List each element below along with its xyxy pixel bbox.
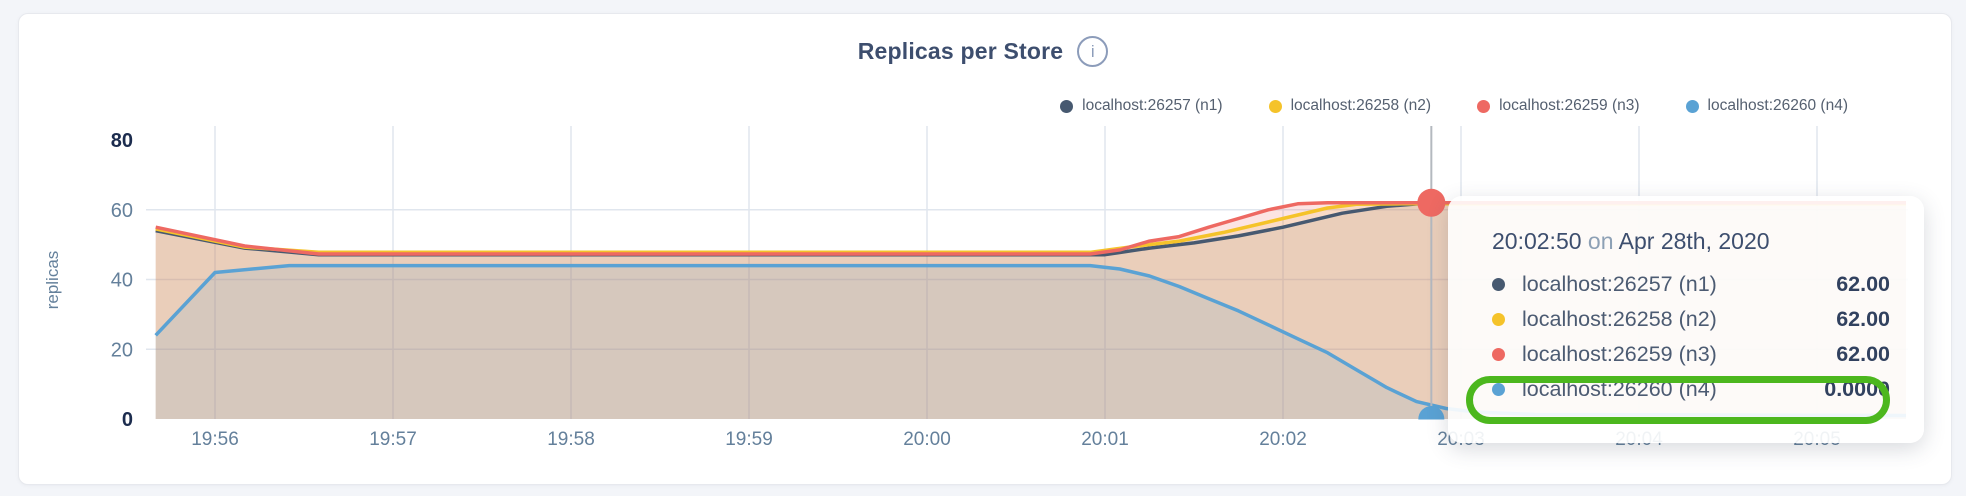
tooltip-row-1: localhost:26257 (n1) 62.00 (1492, 267, 1890, 302)
hover-marker-n4 (1418, 406, 1445, 420)
line-n4 (154, 263, 1907, 418)
svg-text:19:56: 19:56 (191, 429, 239, 450)
legend-dot-n2 (1268, 99, 1282, 113)
legend-dot-n3 (1477, 99, 1491, 113)
chart-legend: localhost:26257 (n1) localhost:26258 (n2)… (1060, 97, 1848, 115)
legend-dot-n1 (1060, 99, 1074, 113)
area-fill-n4 (155, 265, 1907, 419)
tooltip-header: 20:02:50 on Apr 28th, 2020 (1492, 228, 1890, 255)
tooltip-row-dot (1492, 278, 1505, 291)
chart-title: Replicas per Store (857, 38, 1064, 64)
tooltip-row-label: localhost:26257 (n1) (1522, 272, 1717, 296)
legend-label-n3: localhost:26259 (n3) (1499, 97, 1640, 114)
tooltip-row-value: 62.00 (1836, 307, 1890, 331)
tooltip-row-value: 62.00 (1836, 272, 1890, 296)
svg-text:19:57: 19:57 (369, 429, 417, 450)
tooltip-row-2: localhost:26258 (n2) 62.00 (1492, 302, 1890, 337)
tooltip-time: 20:02:50 (1492, 228, 1582, 254)
svg-text:40: 40 (111, 270, 133, 292)
tooltip-row-value: 62.00 (1836, 342, 1890, 366)
hover-marker-n3 (1417, 188, 1446, 217)
series-lines (154, 201, 1907, 418)
svg-text:20:00: 20:00 (903, 429, 951, 450)
info-icon[interactable]: i (1077, 36, 1109, 67)
svg-text:60: 60 (111, 200, 133, 222)
tooltip-row-dot (1492, 383, 1505, 396)
legend-dot-n4 (1685, 99, 1699, 113)
line-n3 (155, 201, 1906, 256)
hover-markers (1417, 188, 1446, 420)
tooltip-row-dot (1492, 348, 1505, 361)
legend-label-n1: localhost:26257 (n1) (1082, 97, 1223, 114)
svg-text:20:02: 20:02 (1259, 429, 1307, 450)
legend-label-n4: localhost:26260 (n4) (1707, 97, 1848, 114)
svg-text:0: 0 (122, 409, 133, 431)
y-axis-title: replicas (43, 251, 62, 310)
legend-item-n2: localhost:26258 (n2) (1268, 97, 1432, 115)
svg-text:20:01: 20:01 (1081, 429, 1129, 450)
tooltip-on-text: on (1587, 228, 1614, 254)
svg-text:80: 80 (111, 130, 133, 152)
tooltip-row-label: localhost:26260 (n4) (1522, 377, 1717, 401)
tooltip-row-dot (1492, 313, 1505, 326)
svg-text:19:59: 19:59 (725, 429, 773, 450)
legend-item-n1: localhost:26257 (n1) (1060, 97, 1223, 115)
tooltip-row-label: localhost:26258 (n2) (1522, 307, 1717, 331)
tooltip-row-4: localhost:26260 (n4) 0.0000 (1492, 372, 1890, 407)
svg-text:19:58: 19:58 (547, 429, 595, 450)
chart-header: Replicas per Store i (0, 36, 1966, 67)
y-axis-labels: 0 20 40 60 80 (111, 130, 133, 431)
tooltip-row-3: localhost:26259 (n3) 62.00 (1492, 337, 1890, 372)
legend-item-n3: localhost:26259 (n3) (1477, 97, 1640, 115)
tooltip-rows: localhost:26257 (n1) 62.00 localhost:26258… (1492, 267, 1890, 407)
tooltip-row-value: 0.0000 (1824, 377, 1890, 401)
tooltip-row-label: localhost:26259 (n3) (1522, 342, 1717, 366)
tooltip-date: Apr 28th, 2020 (1618, 228, 1770, 254)
legend-label-n2: localhost:26258 (n2) (1290, 97, 1432, 114)
chart-tooltip: 20:02:50 on Apr 28th, 2020 localhost:262… (1448, 196, 1924, 443)
legend-item-n4: localhost:26260 (n4) (1685, 97, 1848, 115)
svg-text:20: 20 (111, 339, 133, 361)
